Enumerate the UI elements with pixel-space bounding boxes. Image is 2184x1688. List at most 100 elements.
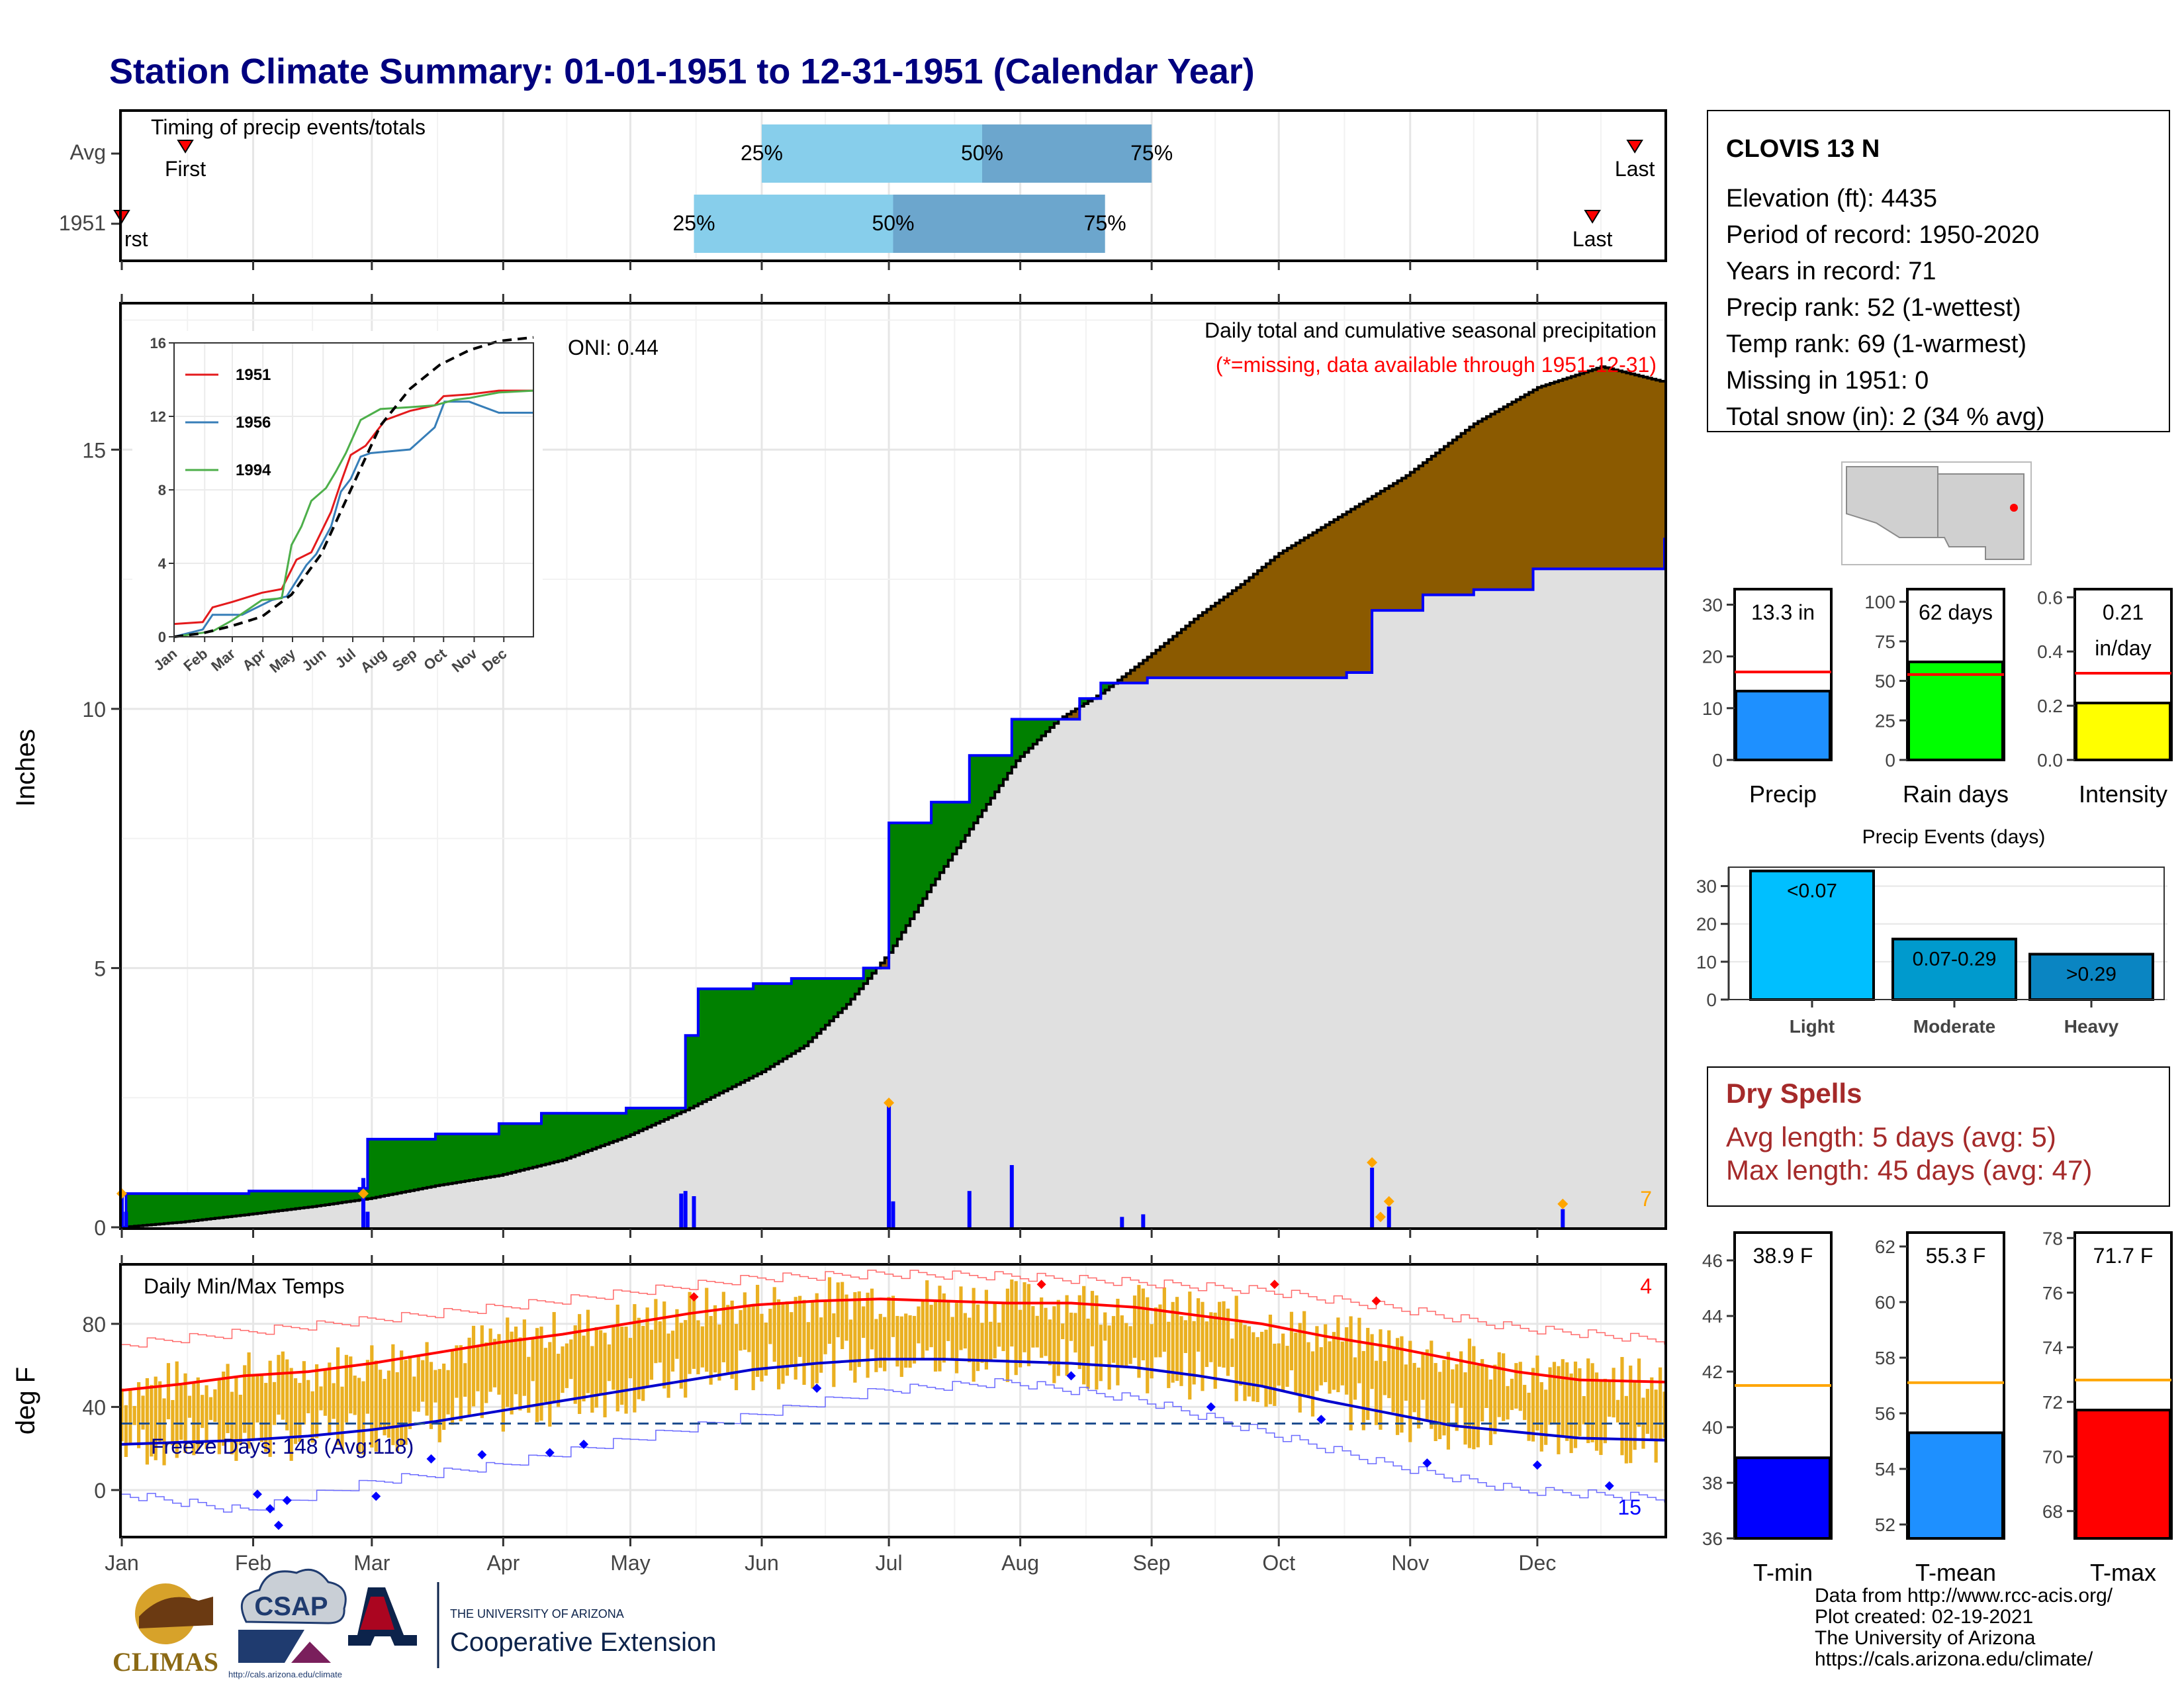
record-low-marker-1: [265, 1504, 275, 1514]
daily-temp-bar-324: [1488, 1380, 1493, 1445]
summary-category-label-0: Precip: [1749, 780, 1817, 808]
daily-temp-bar-175: [857, 1291, 861, 1368]
summary-bar-1: [1907, 660, 2004, 762]
daily-temp-bar-44: [302, 1361, 306, 1425]
inset-legend-label-1951: 1951: [236, 366, 271, 384]
daily-temp-bar-97: [527, 1356, 531, 1413]
events-bar-label-1: 0.07-0.29: [1913, 949, 1997, 970]
daily-temp-bar-94: [514, 1327, 518, 1395]
month-label-Apr: Apr: [486, 1551, 520, 1575]
station-name: CLOVIS 13 N: [1726, 135, 1880, 163]
daily-temp-bar-327: [1502, 1353, 1506, 1421]
daily-temp-bar-215: [1026, 1284, 1031, 1366]
daily-temp-bar-31: [247, 1352, 251, 1449]
daily-temp-bar-261: [1222, 1301, 1226, 1368]
daily-temp-bar-152: [760, 1313, 764, 1382]
daily-temp-bar-49: [323, 1369, 327, 1416]
daily-temp-bar-87: [484, 1342, 488, 1403]
daily-temp-bar-263: [1230, 1338, 1234, 1368]
cumulative-base-area: [122, 538, 1664, 1227]
daily-temp-bar-79: [450, 1350, 455, 1425]
flagged-precip-point-5: [1383, 1196, 1394, 1207]
daily-temp-bar-285: [1324, 1324, 1328, 1382]
daily-temp-bar-18: [192, 1382, 196, 1456]
dry-spells-box: Dry Spells Avg length: 5 days (avg: 5) M…: [1707, 1066, 2170, 1207]
daily-temp-bar-251: [1179, 1316, 1183, 1386]
temp-panel: 0 40 80 Daily Min/Max Temps 4 15 Freeze Da…: [11, 1255, 1667, 1575]
summary-ytick-label-1-5: 62: [1875, 1237, 1895, 1257]
station-period: Period of record: 1950-2020: [1726, 221, 2039, 249]
daily-temp-bar-80: [455, 1345, 459, 1398]
daily-temp-bar-51: [332, 1383, 336, 1419]
daily-temp-bar-164: [811, 1301, 815, 1389]
record-low-marker-5: [426, 1454, 436, 1464]
daily-temp-bar-276: [1285, 1346, 1289, 1387]
summary-ytick-label-0-5: 46: [1702, 1250, 1723, 1271]
daily-temp-bar-228: [1082, 1286, 1086, 1385]
timing-quartile-label: 50%: [961, 141, 1003, 165]
daily-temp-bar-90: [497, 1334, 501, 1395]
daily-temp-bar-71: [416, 1355, 420, 1412]
daily-temp-bar-62: [379, 1370, 383, 1430]
daily-temp-bar-236: [1116, 1298, 1120, 1385]
station-location-dot: [2010, 504, 2018, 512]
daily-temp-bar-178: [870, 1288, 874, 1350]
record-low-marker-4: [371, 1491, 381, 1501]
daily-temp-bar-297: [1374, 1360, 1379, 1425]
daily-precip-bar-1: [124, 1211, 128, 1227]
daily-temp-bar-330: [1514, 1363, 1518, 1409]
daily-temp-bar-292: [1353, 1357, 1357, 1400]
daily-temp-bar-10: [158, 1381, 162, 1444]
summary-bar-1: [1907, 1431, 2004, 1540]
daily-temp-bar-4: [132, 1405, 136, 1425]
daily-temp-bar-165: [815, 1293, 819, 1383]
record-low-marker-9: [812, 1383, 822, 1393]
daily-temp-bar-203: [976, 1304, 980, 1372]
precip-subtitle: (*=missing, data available through 1951-…: [1216, 353, 1657, 377]
daily-temp-bar-354: [1615, 1399, 1620, 1423]
daily-temp-bar-184: [895, 1315, 899, 1367]
daily-temp-bar-255: [1196, 1298, 1201, 1352]
daily-temp-bar-134: [684, 1320, 688, 1398]
daily-temp-bar-24: [217, 1378, 221, 1454]
daily-temp-bar-72: [421, 1360, 425, 1402]
missing-count-label: 7: [1640, 1187, 1652, 1211]
daily-temp-bar-20: [201, 1395, 205, 1429]
daily-temp-bar-300: [1387, 1330, 1391, 1399]
timing-last-label: Last: [1615, 157, 1655, 181]
precip-ytick-label-2: 10: [82, 698, 106, 722]
daily-temp-bar-336: [1539, 1382, 1543, 1452]
daily-temp-bar-112: [590, 1346, 594, 1413]
inset-series-line-1956: [173, 400, 533, 638]
daily-temp-bar-63: [383, 1379, 387, 1436]
month-label-Oct: Oct: [1262, 1551, 1295, 1575]
daily-temp-bar-339: [1552, 1362, 1557, 1424]
daily-temp-bar-269: [1255, 1336, 1259, 1403]
timing-row-label-year: 1951: [59, 211, 106, 235]
daily-temp-bar-209: [1001, 1303, 1005, 1352]
timing-bar-Avg-q50-q75: [981, 124, 1152, 183]
precip-title: Daily total and cumulative seasonal prec…: [1205, 318, 1657, 342]
daily-temp-bar-201: [968, 1317, 972, 1362]
inset-series-line-1994: [173, 389, 534, 638]
daily-temp-bar-107: [569, 1339, 573, 1380]
daily-temp-bar-288: [1336, 1317, 1340, 1393]
daily-temp-bar-64: [387, 1370, 391, 1438]
climas-logo: CLIMAS: [113, 1583, 218, 1677]
daily-temp-bar-229: [1086, 1319, 1090, 1389]
events-category-label-1: Moderate: [1913, 1016, 1995, 1037]
daily-temp-bar-143: [721, 1291, 725, 1362]
daily-temp-bar-35: [264, 1383, 268, 1452]
daily-temp-bar-12: [166, 1363, 171, 1420]
daily-temp-bar-225: [1069, 1312, 1073, 1341]
daily-temp-bar-141: [713, 1305, 717, 1373]
daily-precip-bar-4: [679, 1194, 684, 1227]
daily-temp-bar-93: [510, 1331, 514, 1415]
daily-temp-bar-30: [243, 1365, 247, 1433]
daily-temp-bar-153: [764, 1322, 768, 1376]
daily-temp-bar-309: [1425, 1349, 1429, 1420]
timing-first-label: rst: [124, 227, 148, 251]
record-low-marker-7: [545, 1448, 555, 1458]
summary-value-label-1: 55.3 F: [1926, 1244, 1986, 1268]
daily-temp-bar-268: [1251, 1332, 1255, 1402]
